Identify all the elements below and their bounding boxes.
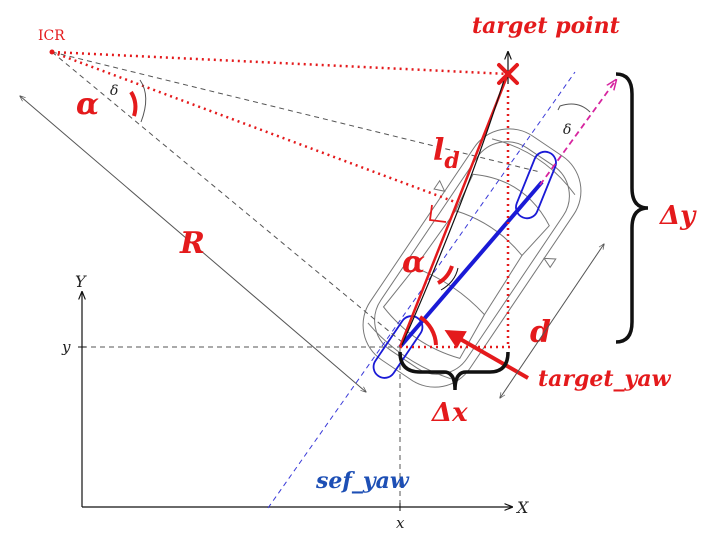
icr-to-midpoint: [51, 50, 456, 204]
delta-y-label: Δy: [658, 201, 697, 231]
target-yaw-label: target_yaw: [538, 366, 672, 392]
front-heading-line: [539, 80, 616, 186]
delta-arc-icr: [139, 79, 147, 123]
axis-y-label: Y: [75, 272, 87, 291]
delta-x-label: Δx: [430, 398, 468, 428]
icr-to-target: [51, 50, 509, 76]
rear-wheel: [372, 315, 424, 379]
alpha-arc-mid: [437, 265, 454, 285]
delta-arc-right: [557, 103, 591, 113]
tick-y-label: y: [61, 338, 71, 356]
lookahead-label-sub: d: [444, 148, 459, 174]
car-length-dimension: [500, 244, 604, 398]
distance-d-label: d: [530, 315, 551, 350]
front-wheel: [515, 150, 557, 220]
delta-label-right: δ: [563, 122, 571, 138]
delta-y-brace: [615, 72, 649, 344]
target-point-marker: [497, 63, 519, 85]
icr-to-front-dashed: [51, 51, 541, 173]
lookahead-line: [398, 73, 510, 348]
lookahead-label-main: l: [433, 133, 444, 168]
target-yaw-arc: [418, 315, 438, 346]
alpha-arc-mid-black: [440, 267, 459, 291]
alpha-label-icr: α: [76, 87, 99, 122]
trajectory-curve: [401, 79, 505, 346]
tick-x-label: x: [396, 514, 405, 532]
radius-dimension-line: [20, 96, 366, 392]
alpha-arc-icr: [129, 90, 138, 117]
target-point-label: target point: [472, 13, 620, 39]
sef-yaw-axis-line: [267, 71, 576, 509]
delta-x-brace: [398, 351, 510, 391]
car-outline: [362, 128, 582, 388]
icr-label: ICR: [38, 28, 65, 44]
axis-x-label: X: [515, 498, 529, 517]
sef-yaw-label: sef_yaw: [315, 468, 410, 494]
icr-rays: [51, 50, 541, 343]
right-angle-marker: [428, 204, 447, 223]
radius-label: R: [179, 226, 205, 261]
icr-point: [49, 49, 55, 55]
alpha-label-mid: α: [402, 245, 425, 280]
lookahead-label: ld: [433, 133, 460, 174]
delta-label-icr: δ: [110, 83, 118, 99]
